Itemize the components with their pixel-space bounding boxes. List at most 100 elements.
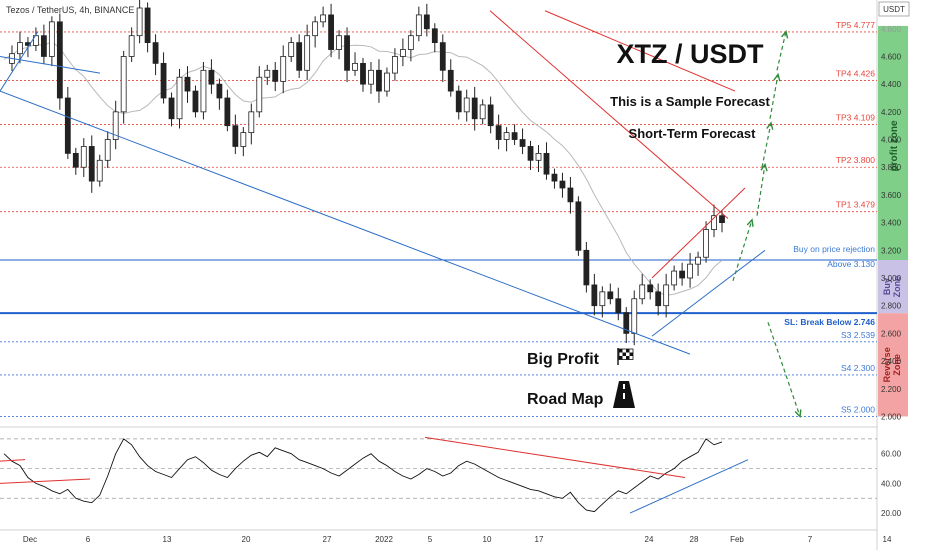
- candle-body-down: [623, 312, 630, 334]
- x-tick-label: 13: [163, 535, 172, 544]
- rsi-red-stub-2: [0, 478, 91, 484]
- candle-body-down: [575, 201, 582, 251]
- candle-body-up: [48, 21, 55, 57]
- candle: [615, 287, 622, 321]
- forecast-arrow-2: [756, 164, 766, 216]
- candle-body-up: [503, 132, 510, 140]
- candle: [439, 34, 446, 83]
- candle-body-up: [256, 76, 263, 113]
- candle-body-up: [407, 35, 414, 50]
- candle: [543, 142, 550, 180]
- candle: [575, 196, 582, 256]
- candle-body-up: [368, 69, 374, 85]
- y-tick-label: 2.600: [881, 329, 902, 338]
- candle: [160, 52, 167, 104]
- candle-body-up: [248, 111, 255, 134]
- candle: [479, 99, 486, 125]
- candle-body-down: [655, 291, 662, 307]
- candle-body-down: [360, 62, 366, 85]
- channel-upper-red: [651, 187, 746, 279]
- candle: [320, 6, 327, 28]
- candle: [88, 135, 95, 193]
- candle-body-down: [152, 42, 159, 64]
- candle-body-down: [567, 187, 574, 203]
- candle-body-down: [559, 180, 566, 189]
- candle: [168, 92, 175, 127]
- candle: [80, 138, 87, 177]
- candle: [655, 283, 662, 316]
- level-label-tp2: TP2 3.800: [836, 155, 875, 165]
- rsi-tick-label: 40.00: [881, 479, 902, 488]
- rsi-tick-label: 60.00: [881, 450, 902, 459]
- candle-body-up: [96, 159, 103, 182]
- candle-body-up: [463, 97, 470, 113]
- candle-body-down: [72, 152, 79, 168]
- buy-note-line-1: Buy on price rejection: [793, 244, 875, 254]
- candle: [176, 68, 183, 129]
- candle: [144, 2, 151, 53]
- candle: [583, 242, 590, 293]
- y-tick-label: 4.600: [881, 52, 902, 61]
- trendline-upper-blue: [0, 55, 101, 74]
- candle: [136, 0, 143, 44]
- candle-body-down: [583, 249, 590, 286]
- candle: [48, 16, 55, 67]
- flag-square: [622, 352, 626, 356]
- candle: [72, 147, 79, 175]
- reverse-zone-label-2: Zone: [892, 354, 902, 376]
- x-tick-label: 7: [808, 535, 813, 544]
- candle: [463, 89, 470, 122]
- y-tick-label: 4.800: [881, 25, 902, 34]
- chart-title: XTZ / USDT: [617, 39, 765, 69]
- candle: [216, 78, 223, 110]
- candle-body-up: [639, 284, 646, 300]
- candle: [711, 204, 717, 238]
- reverse-zone: [878, 313, 908, 417]
- candle-body-down: [615, 298, 622, 314]
- candle: [527, 140, 534, 170]
- flag-border: [618, 348, 634, 360]
- candle: [623, 307, 630, 344]
- candle-body-up: [280, 56, 287, 82]
- flag-square: [619, 356, 623, 360]
- candle-body-up: [695, 256, 701, 265]
- candle-body-down: [216, 83, 223, 99]
- road-mark: [623, 393, 625, 399]
- candle: [312, 16, 319, 48]
- candle: [487, 96, 494, 134]
- x-tick-label: 24: [645, 535, 654, 544]
- candle-body-up: [479, 104, 486, 120]
- flag-square: [619, 352, 623, 356]
- candle: [431, 23, 438, 53]
- candle-body-down: [192, 90, 199, 113]
- candle: [17, 31, 23, 64]
- candle: [184, 66, 191, 103]
- candle: [128, 27, 135, 62]
- candle-body-up: [312, 21, 319, 37]
- buy-note-line-2: Above 3.130: [827, 259, 875, 269]
- candle-body-down: [439, 42, 446, 71]
- forecast-arrow-2-head: [760, 162, 768, 172]
- x-tick-label: 27: [323, 535, 332, 544]
- candle-body-up: [392, 56, 398, 74]
- candle: [495, 114, 502, 150]
- flag-square: [626, 356, 630, 360]
- candle: [200, 62, 207, 120]
- candle-body-down: [160, 62, 167, 99]
- candle-body-down: [168, 97, 175, 120]
- candle: [240, 127, 247, 157]
- candle-body-down: [224, 97, 231, 127]
- candle-body-down: [551, 173, 558, 182]
- rsi-blue-trendline: [629, 459, 749, 514]
- x-tick-label: 2022: [375, 535, 393, 544]
- level-label-s4: S4 2.300: [841, 363, 875, 373]
- candle: [591, 273, 598, 316]
- flag-square: [619, 349, 623, 353]
- candle: [112, 100, 119, 150]
- candle: [248, 103, 255, 145]
- candle-body-down: [328, 14, 334, 50]
- x-tick-label: Feb: [730, 535, 744, 544]
- candle-body-up: [671, 270, 678, 286]
